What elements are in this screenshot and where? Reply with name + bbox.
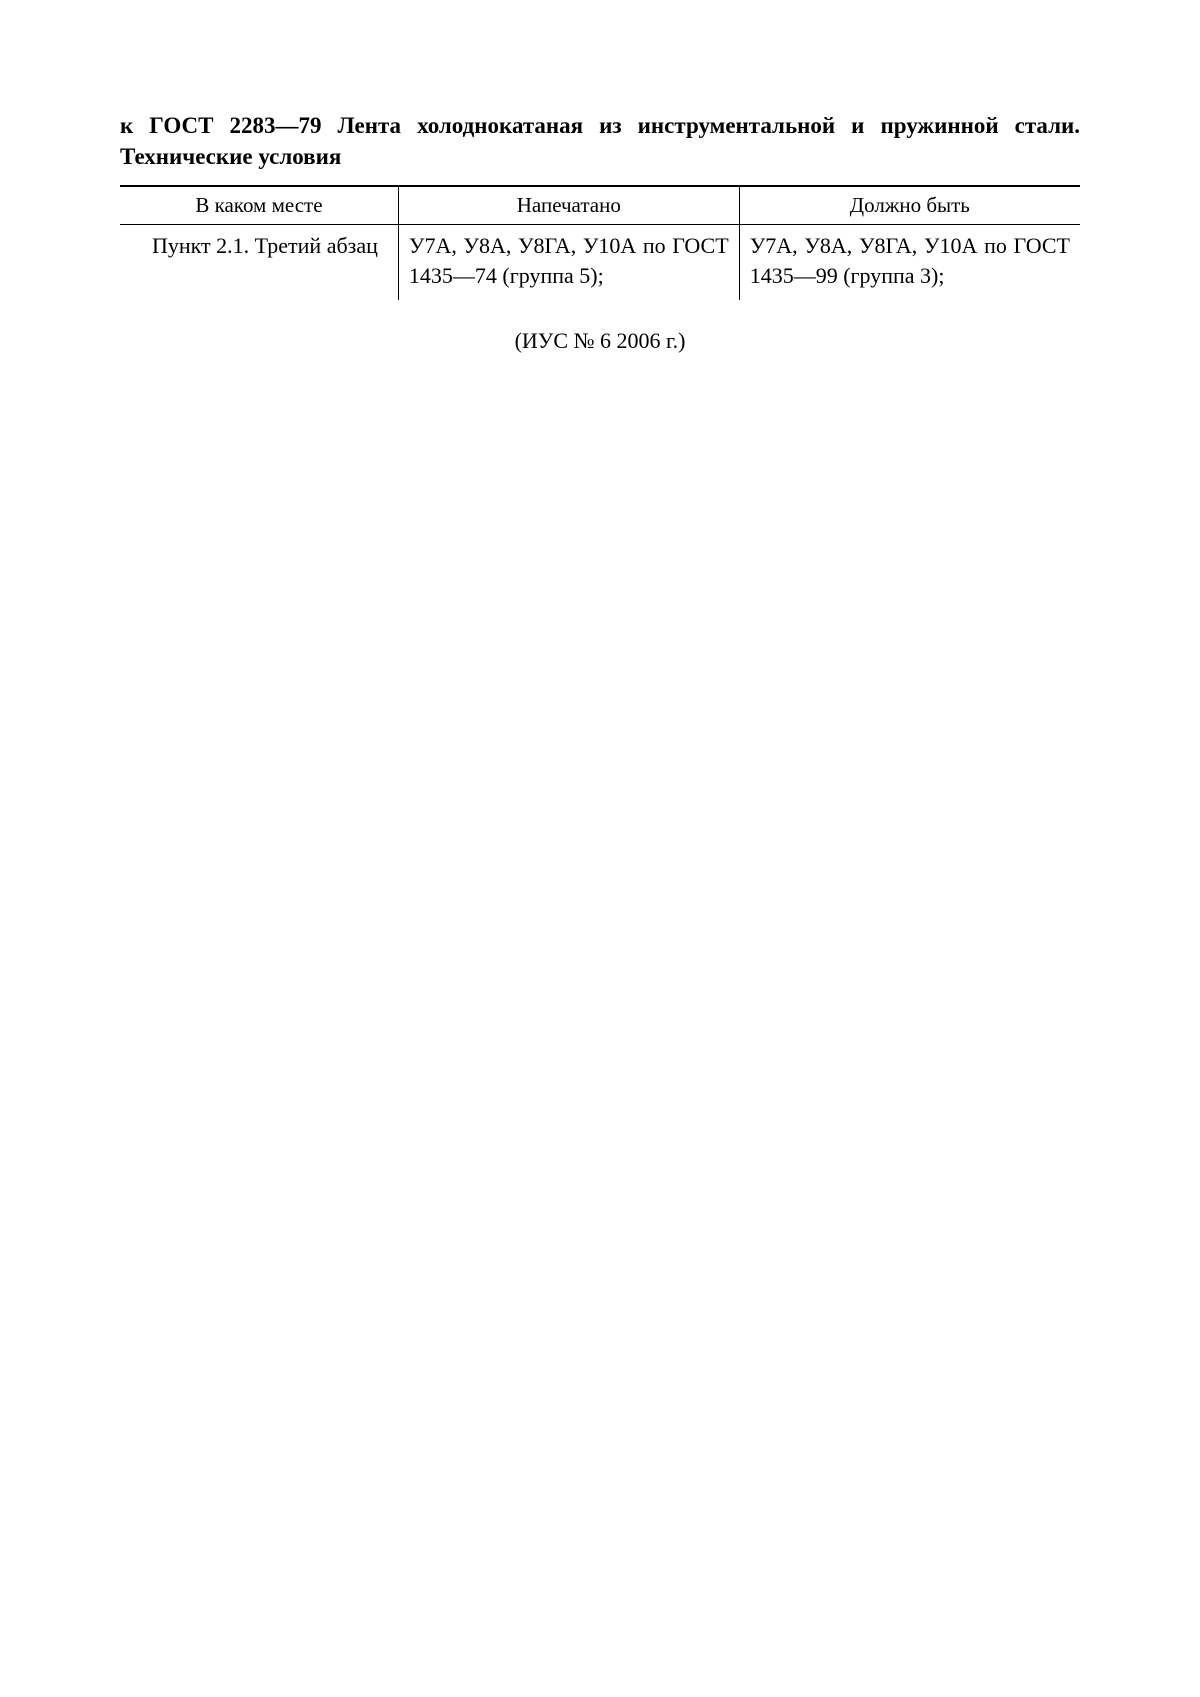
cell-printed: У7А, У8А, У8ГА, У10А по ГОСТ 1435—74 (гр… (398, 225, 739, 301)
errata-table: В каком месте Напечатано Должно быть Пун… (120, 185, 1080, 300)
header-printed: Напечатано (398, 186, 739, 225)
header-location: В каком месте (120, 186, 398, 225)
cell-location-text: Пункт 2.1. Третий абзац (152, 233, 378, 258)
cell-location: Пункт 2.1. Третий абзац (120, 225, 398, 301)
cell-should-be: У7А, У8А, У8ГА, У10А по ГОСТ 1435—99 (гр… (739, 225, 1080, 301)
document-title: к ГОСТ 2283—79 Лента холоднокатаная из и… (120, 110, 1080, 172)
header-should-be: Должно быть (739, 186, 1080, 225)
table-row: Пункт 2.1. Третий абзац У7А, У8А, У8ГА, … (120, 225, 1080, 301)
table-header-row: В каком месте Напечатано Должно быть (120, 186, 1080, 225)
footer-reference: (ИУС № 6 2006 г.) (120, 328, 1080, 354)
